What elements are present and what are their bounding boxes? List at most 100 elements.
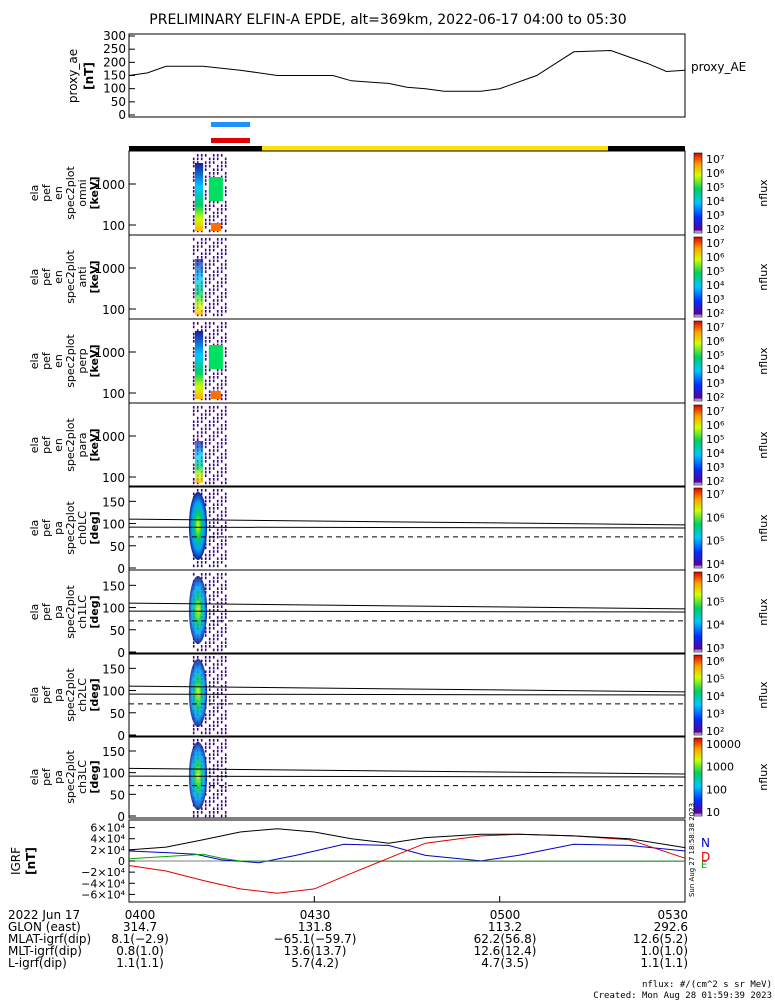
spectrogram-speckle: [224, 800, 227, 803]
spectrogram-speckle: [208, 616, 211, 619]
spectrogram-speckle: [216, 416, 219, 420]
spectrogram-speckle: [216, 564, 219, 568]
panel-ylabel-line: spec2plot: [64, 418, 77, 472]
proxy-ae-ytick-label: 0: [118, 108, 126, 122]
spectrogram-speckle: [208, 200, 211, 204]
spectrogram-speckle: [224, 811, 227, 814]
spectrogram-speckle: [220, 793, 223, 796]
spectrogram-speckle: [216, 288, 219, 291]
spectrogram-speckle: [204, 641, 207, 644]
spectrogram-speckle: [216, 706, 219, 709]
footer-row-value: 0400: [125, 908, 156, 922]
spectrogram-speckle: [220, 514, 223, 517]
spectrogram-speckle: [212, 431, 215, 434]
spectrogram-speckle: [212, 742, 215, 746]
loss-cone-mid-line: [128, 693, 686, 696]
spectrogram-speckle: [196, 431, 199, 434]
spectrogram-speckle: [192, 814, 195, 818]
spectrogram-speckle: [204, 442, 207, 445]
spectrogram-speckle: [216, 420, 219, 423]
spectrogram-speckle: [208, 688, 211, 691]
spectrogram-speckle: [216, 266, 219, 270]
pitch-angle-ytick-label: 50: [110, 624, 125, 638]
spectrogram-speckle: [220, 416, 223, 420]
spectrogram-speckle: [224, 771, 227, 774]
spectrogram-speckle: [208, 550, 211, 553]
spectrogram-speckle: [212, 648, 215, 652]
spectrogram-speckle: [204, 720, 207, 724]
spectrogram-speckle: [200, 724, 203, 727]
spectrogram-hot-spot: [210, 391, 221, 399]
spectrogram-speckle: [204, 659, 207, 663]
spectrogram-speckle: [220, 539, 223, 542]
spectrogram-speckle: [220, 284, 223, 288]
spectrogram-speckle: [212, 811, 215, 814]
spectrogram-speckle: [208, 601, 211, 605]
spectrogram-flux-region: [194, 331, 204, 399]
spectrogram-speckle: [208, 630, 211, 634]
spectrogram-speckle: [224, 785, 227, 789]
spectrogram-speckle: [224, 238, 227, 241]
spectrogram-speckle: [208, 164, 211, 168]
colorbar-tick-label: 10²: [706, 307, 724, 320]
colorbar-label: nflux: [757, 598, 770, 626]
spectrogram-speckle: [224, 514, 227, 517]
panel-ylabel-line: [deg]: [88, 678, 101, 711]
spectrogram-speckle: [216, 739, 219, 742]
spectrogram-speckle: [192, 724, 195, 727]
spectrogram-speckle: [216, 535, 219, 539]
spectrogram-speckle: [204, 164, 207, 168]
spectrogram-speckle: [224, 248, 227, 252]
footer-row-value: 62.2(56.8): [474, 932, 537, 946]
spectrogram-speckle: [212, 521, 215, 524]
spectrogram-speckle: [208, 641, 211, 644]
spectrogram-speckle: [212, 670, 215, 673]
spectrogram-speckle: [208, 525, 211, 528]
spectrogram-speckle: [224, 438, 227, 441]
spectrogram-speckle: [216, 605, 219, 608]
loss-cone-upper-line: [128, 602, 686, 610]
spectrogram-speckle: [220, 499, 223, 503]
spectrogram-speckle: [224, 609, 227, 612]
spectrogram-speckle: [216, 521, 219, 524]
spectrogram-speckle: [220, 746, 223, 749]
spectrogram-speckle: [212, 299, 215, 302]
spectrogram-speckle: [216, 200, 219, 204]
pitch-angle-ytick-label: 150: [102, 662, 125, 676]
spectrogram-speckle: [224, 193, 227, 197]
proxy-ae-ytick-label: 300: [103, 29, 126, 43]
spectrogram-speckle: [220, 720, 223, 724]
spectrogram-speckle: [212, 306, 215, 309]
panel-ylabel-line: ch1LC: [76, 595, 89, 629]
spectrogram-speckle: [192, 259, 195, 263]
spectrogram-speckle: [220, 474, 223, 477]
pitch-angle-ytick-label: 100: [102, 518, 125, 532]
spectrogram-speckle: [196, 564, 199, 568]
spectrogram-speckle: [220, 445, 223, 449]
spectrogram-speckle: [220, 587, 223, 590]
spectrogram-speckle: [212, 270, 215, 273]
spectrogram-speckle: [200, 420, 203, 423]
spectrogram-speckle: [216, 368, 219, 372]
created-stamp: Created: Mon Aug 28 01:59:39 2023: [593, 991, 772, 1000]
spectrogram-speckle: [212, 637, 215, 641]
spectrogram-speckle: [224, 478, 227, 481]
panel-ylabel-line: pa: [52, 688, 65, 702]
spectrogram-speckle: [212, 580, 215, 583]
spectrogram-speckle: [216, 659, 219, 663]
spectrogram-speckle: [216, 470, 219, 474]
spectrogram-speckle: [200, 256, 203, 259]
spectrogram-speckle: [204, 467, 207, 470]
spectrogram-speckle: [208, 699, 211, 702]
spectrogram-speckle: [208, 543, 211, 546]
spectrogram-speckle: [192, 274, 195, 277]
spectrogram-speckle: [224, 699, 227, 702]
spectrogram-speckle: [220, 248, 223, 252]
spectrogram-speckle: [204, 372, 207, 375]
footer-row-value: 8.1(−2.9): [111, 932, 169, 946]
colorbar-tick-label: 10⁴: [706, 363, 725, 376]
spectrogram-speckle: [212, 452, 215, 456]
footer-row-label: MLAT-igrf(dip): [8, 932, 91, 946]
energy-ytick-label: 100: [102, 303, 125, 317]
